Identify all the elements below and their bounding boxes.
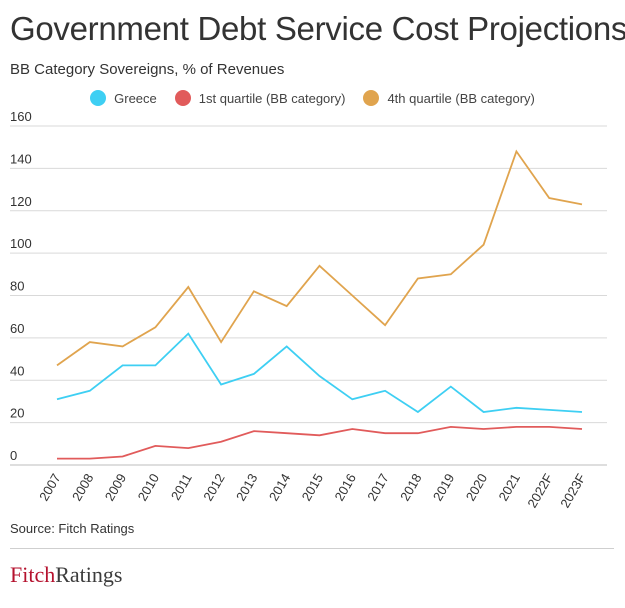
x-tick-label: 2012 <box>200 471 227 504</box>
y-tick-label: 40 <box>10 363 24 378</box>
y-tick-label: 120 <box>10 194 32 209</box>
chart-title: Government Debt Service Cost Projections <box>10 10 625 47</box>
series-line-q1 <box>57 425 583 460</box>
legend-marker-q1 <box>174 90 191 106</box>
x-tick-label: 2021 <box>496 471 523 504</box>
x-tick-label: 2022F <box>524 471 555 510</box>
x-tick-label: 2023F <box>557 471 588 510</box>
x-tick-label: 2020 <box>463 471 490 504</box>
legend: Greece 1st quartile (BB category) 4th qu… <box>0 90 625 106</box>
y-tick-label: 20 <box>10 406 24 421</box>
x-tick-label: 2017 <box>364 471 391 504</box>
legend-label-q4: 4th quartile (BB category) <box>387 90 535 106</box>
x-tick-label: 2010 <box>135 471 162 504</box>
legend-label-greece: Greece <box>114 90 157 106</box>
y-tick-label: 0 <box>10 448 17 463</box>
y-tick-label: 140 <box>10 151 32 166</box>
legend-item-q4: 4th quartile (BB category) <box>363 90 535 106</box>
series-line-greece <box>56 332 583 414</box>
y-tick-label: 60 <box>10 321 24 336</box>
y-tick-label: 80 <box>10 279 24 294</box>
x-tick-label: 2019 <box>430 471 457 504</box>
x-tick-label: 2018 <box>397 471 424 504</box>
x-tick-label: 2011 <box>168 471 195 503</box>
legend-marker-greece <box>90 90 107 106</box>
logo-text-fitch: Fitch <box>10 562 56 587</box>
x-tick-label: 2013 <box>233 471 260 504</box>
logo-text-ratings: Ratings <box>55 562 123 587</box>
x-tick-label: 2015 <box>299 471 326 504</box>
footer-divider <box>10 548 614 549</box>
fitch-ratings-logo: FitchRatings <box>10 562 122 588</box>
series-line-q4 <box>56 149 583 367</box>
y-tick-label: 160 <box>10 109 32 124</box>
x-tick-label: 2008 <box>69 471 96 504</box>
x-tick-label: 2009 <box>102 471 129 504</box>
legend-item-q1: 1st quartile (BB category) <box>174 90 346 106</box>
x-tick-label: 2007 <box>36 471 63 504</box>
y-tick-label: 100 <box>10 236 32 251</box>
source-note: Source: Fitch Ratings <box>10 521 135 536</box>
chart-subtitle: BB Category Sovereigns, % of Revenues <box>10 61 285 78</box>
legend-marker-q4 <box>363 90 380 106</box>
legend-label-q1: 1st quartile (BB category) <box>198 90 346 106</box>
legend-item-greece: Greece <box>90 90 157 106</box>
x-tick-label: 2014 <box>266 471 293 504</box>
x-tick-label: 2016 <box>331 471 358 504</box>
